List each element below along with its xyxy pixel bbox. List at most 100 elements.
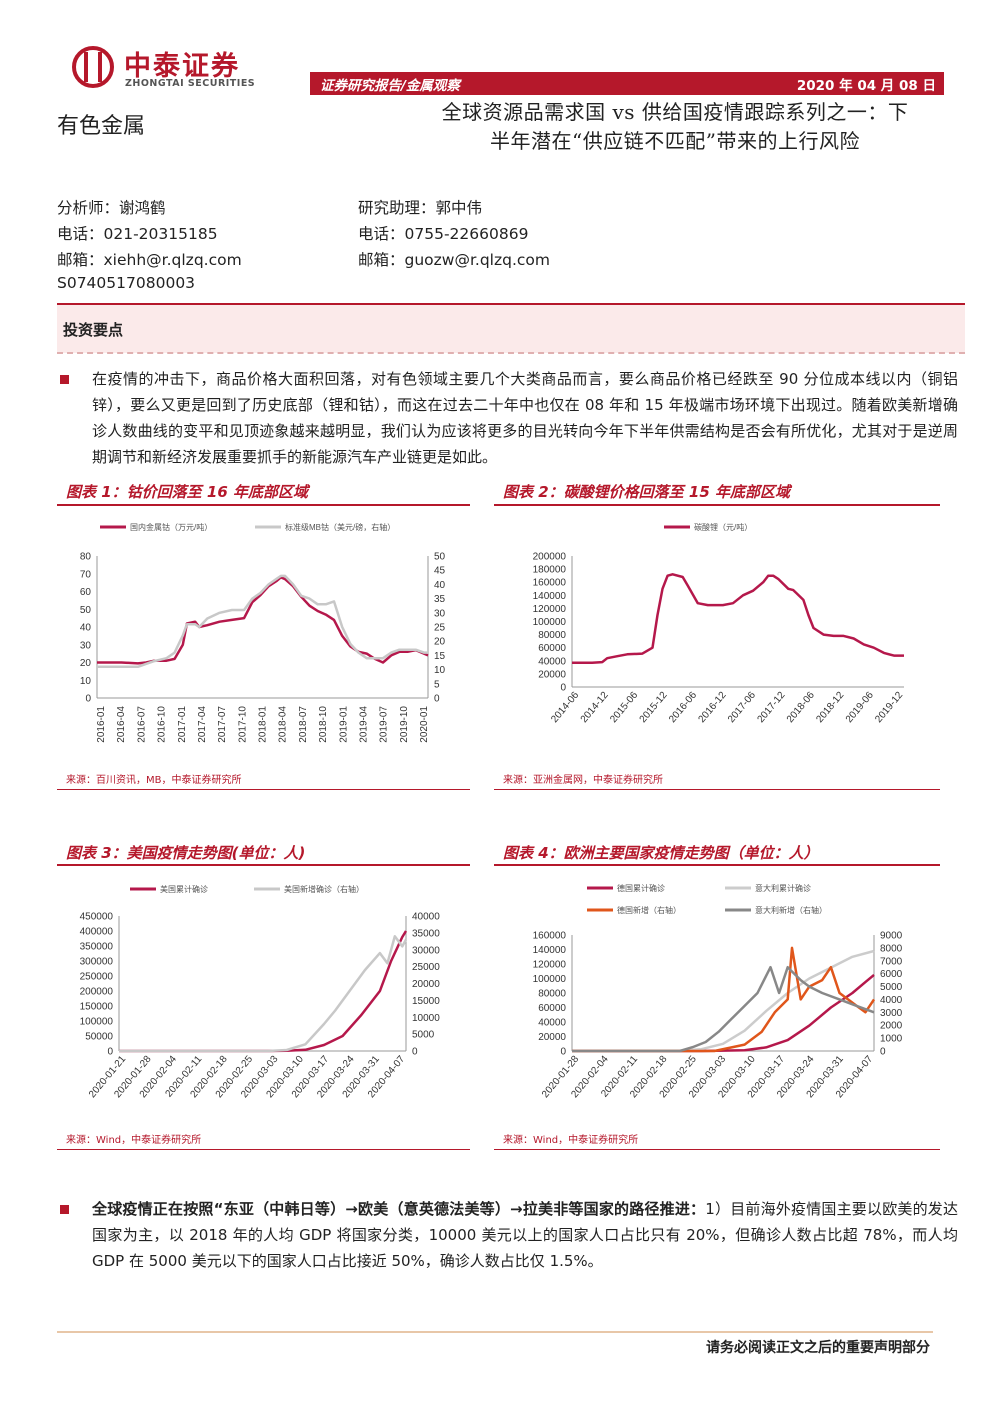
y2-tick-label: 0 [880,1047,886,1058]
y2-tick-label: 8000 [880,943,903,954]
logo-mark [84,52,102,82]
y-tick-label: 80000 [538,630,566,641]
figure-3-rule [57,864,470,866]
x-tick-label: 2016-04 [116,706,127,743]
x-tick-label: 2018-01 [258,706,269,743]
y-tick-label: 40000 [538,1018,566,1029]
legend-label: 标准级MB钴（美元/磅，右轴） [285,522,395,532]
figure-4-title: 图表 4：欧洲主要国家疫情走势图（单位：人） [503,844,819,862]
analyst-phone: 电话：021-20315185 [57,225,218,243]
legend-label: 国内金属钴（万元/吨） [130,522,212,532]
y2-tick-label: 10000 [412,1013,440,1024]
figure-1-bottom-rule [57,789,470,790]
y2-tick-label: 5000 [412,1030,435,1041]
y-tick-label: 40000 [538,656,566,667]
y2-tick-label: 40000 [412,912,440,923]
bullet-icon [60,1205,69,1214]
y-tick-label: 150000 [80,1002,114,1013]
y-tick-label: 450000 [80,912,114,923]
y2-tick-label: 20 [434,637,446,648]
figure-4-rule [494,864,940,866]
y-tick-label: 10 [80,676,92,687]
y-tick-label: 0 [560,683,566,694]
x-tick-label: 2017-04 [197,706,208,743]
report-date: 2020 年 04 月 08 日 [796,78,936,94]
y-tick-label: 70 [80,569,92,580]
analyst-email[interactable]: 邮箱：xiehh@r.qlzq.com [57,251,242,269]
series-line [97,574,428,669]
figure-1-rule [57,504,470,506]
y2-tick-label: 3000 [880,1008,903,1019]
report-title: 全球资源品需求国 vs 供给国疫情跟踪系列之一：下 半年潜在“供应链不匹配”带来… [410,98,940,156]
series-line [571,949,875,1053]
y-tick-label: 20000 [538,669,566,680]
footer-disclaimer: 请务必阅读正文之后的重要声明部分 [706,1340,930,1356]
divider [57,303,965,305]
y-tick-label: 0 [85,694,91,705]
y-tick-label: 60000 [538,1003,566,1014]
y-tick-label: 100000 [533,974,567,985]
y-tick-label: 350000 [80,942,114,953]
x-tick-label: 2017-06 [726,690,758,726]
assistant-phone: 电话：0755-22660869 [358,225,529,243]
figure-2-source: 来源：亚洲金属网，中泰证券研究所 [503,775,663,786]
y2-tick-label: 45 [434,566,446,577]
y-tick-label: 60 [80,587,92,598]
series-line [572,946,876,1053]
y2-tick-label: 2000 [880,1021,903,1032]
title-line-2: 半年潜在“供应链不匹配”带来的上行风险 [490,129,860,153]
y-tick-label: 60000 [538,643,566,654]
analyst-license: S0740517080003 [57,274,196,292]
x-tick-label: 2019-06 [844,690,876,726]
y2-tick-label: 40 [434,580,446,591]
report-category: 证券研究报告/金属观察 [320,78,460,94]
series-line [119,935,408,1053]
y-tick-label: 140000 [533,591,567,602]
y2-tick-label: 50 [434,552,446,563]
figure-2-title: 图表 2：碳酸锂价格回落至 15 年底部区域 [503,483,790,501]
y2-tick-label: 5 [434,679,440,690]
chart-lithium-carbonate-price: 碳酸锂（元/吨）20000018000016000014000012000010… [533,522,906,726]
y-tick-label: 80 [80,552,92,563]
y-tick-label: 200000 [533,552,567,563]
y-tick-label: 100000 [80,1017,114,1028]
figure-3-source: 来源：Wind，中泰证券研究所 [66,1135,202,1146]
y2-tick-label: 10 [434,665,446,676]
y2-tick-label: 35 [434,594,446,605]
y2-tick-label: 0 [434,694,440,705]
y2-tick-label: 1000 [880,1034,903,1045]
x-tick-label: 2018-12 [814,690,846,726]
x-tick-label: 2019-07 [379,706,390,743]
legend-label: 意大利累计确诊 [755,883,811,893]
y2-tick-label: 7000 [880,956,903,967]
x-tick-label: 2016-06 [667,690,699,726]
paragraph-lead: 全球疫情正在按照“东亚（中韩日等）→欧美（意英德法美等）→拉美非等国家的路径推进… [92,1200,706,1218]
figure-2-bottom-rule [494,789,940,790]
assistant-email[interactable]: 邮箱：guozw@r.qlzq.com [358,251,550,269]
x-tick-label: 2018-07 [298,706,309,743]
y-tick-label: 40 [80,623,92,634]
divider [57,352,965,354]
y2-tick-label: 15000 [412,996,440,1007]
y-tick-label: 250000 [80,972,114,983]
x-tick-label: 2018-04 [278,706,289,743]
series-line [119,930,408,1053]
y-tick-label: 100000 [533,617,567,628]
y-tick-label: 120000 [533,604,567,615]
legend-label: 美国累计确诊 [160,884,208,894]
figure-4-source: 来源：Wind，中泰证券研究所 [503,1135,639,1146]
y-tick-label: 20 [80,658,92,669]
industry-label: 有色金属 [57,114,146,139]
y2-tick-label: 0 [412,1047,418,1058]
x-tick-label: 2017-01 [177,706,188,743]
x-tick-label: 2016-01 [96,706,107,743]
x-tick-label: 2016-12 [697,690,729,726]
y-tick-label: 20000 [538,1032,566,1043]
y-tick-label: 0 [560,1047,566,1058]
x-tick-label: 2014-06 [549,690,581,726]
x-tick-label: 2019-12 [873,690,905,726]
x-tick-label: 2017-10 [237,706,248,743]
y-tick-label: 120000 [533,960,567,971]
chart-us-covid-cases: 美国累计确诊 美国新增确诊（右轴）450000400000350000300000… [80,884,441,1100]
legend-label: 意大利新增（右轴） [755,905,827,915]
